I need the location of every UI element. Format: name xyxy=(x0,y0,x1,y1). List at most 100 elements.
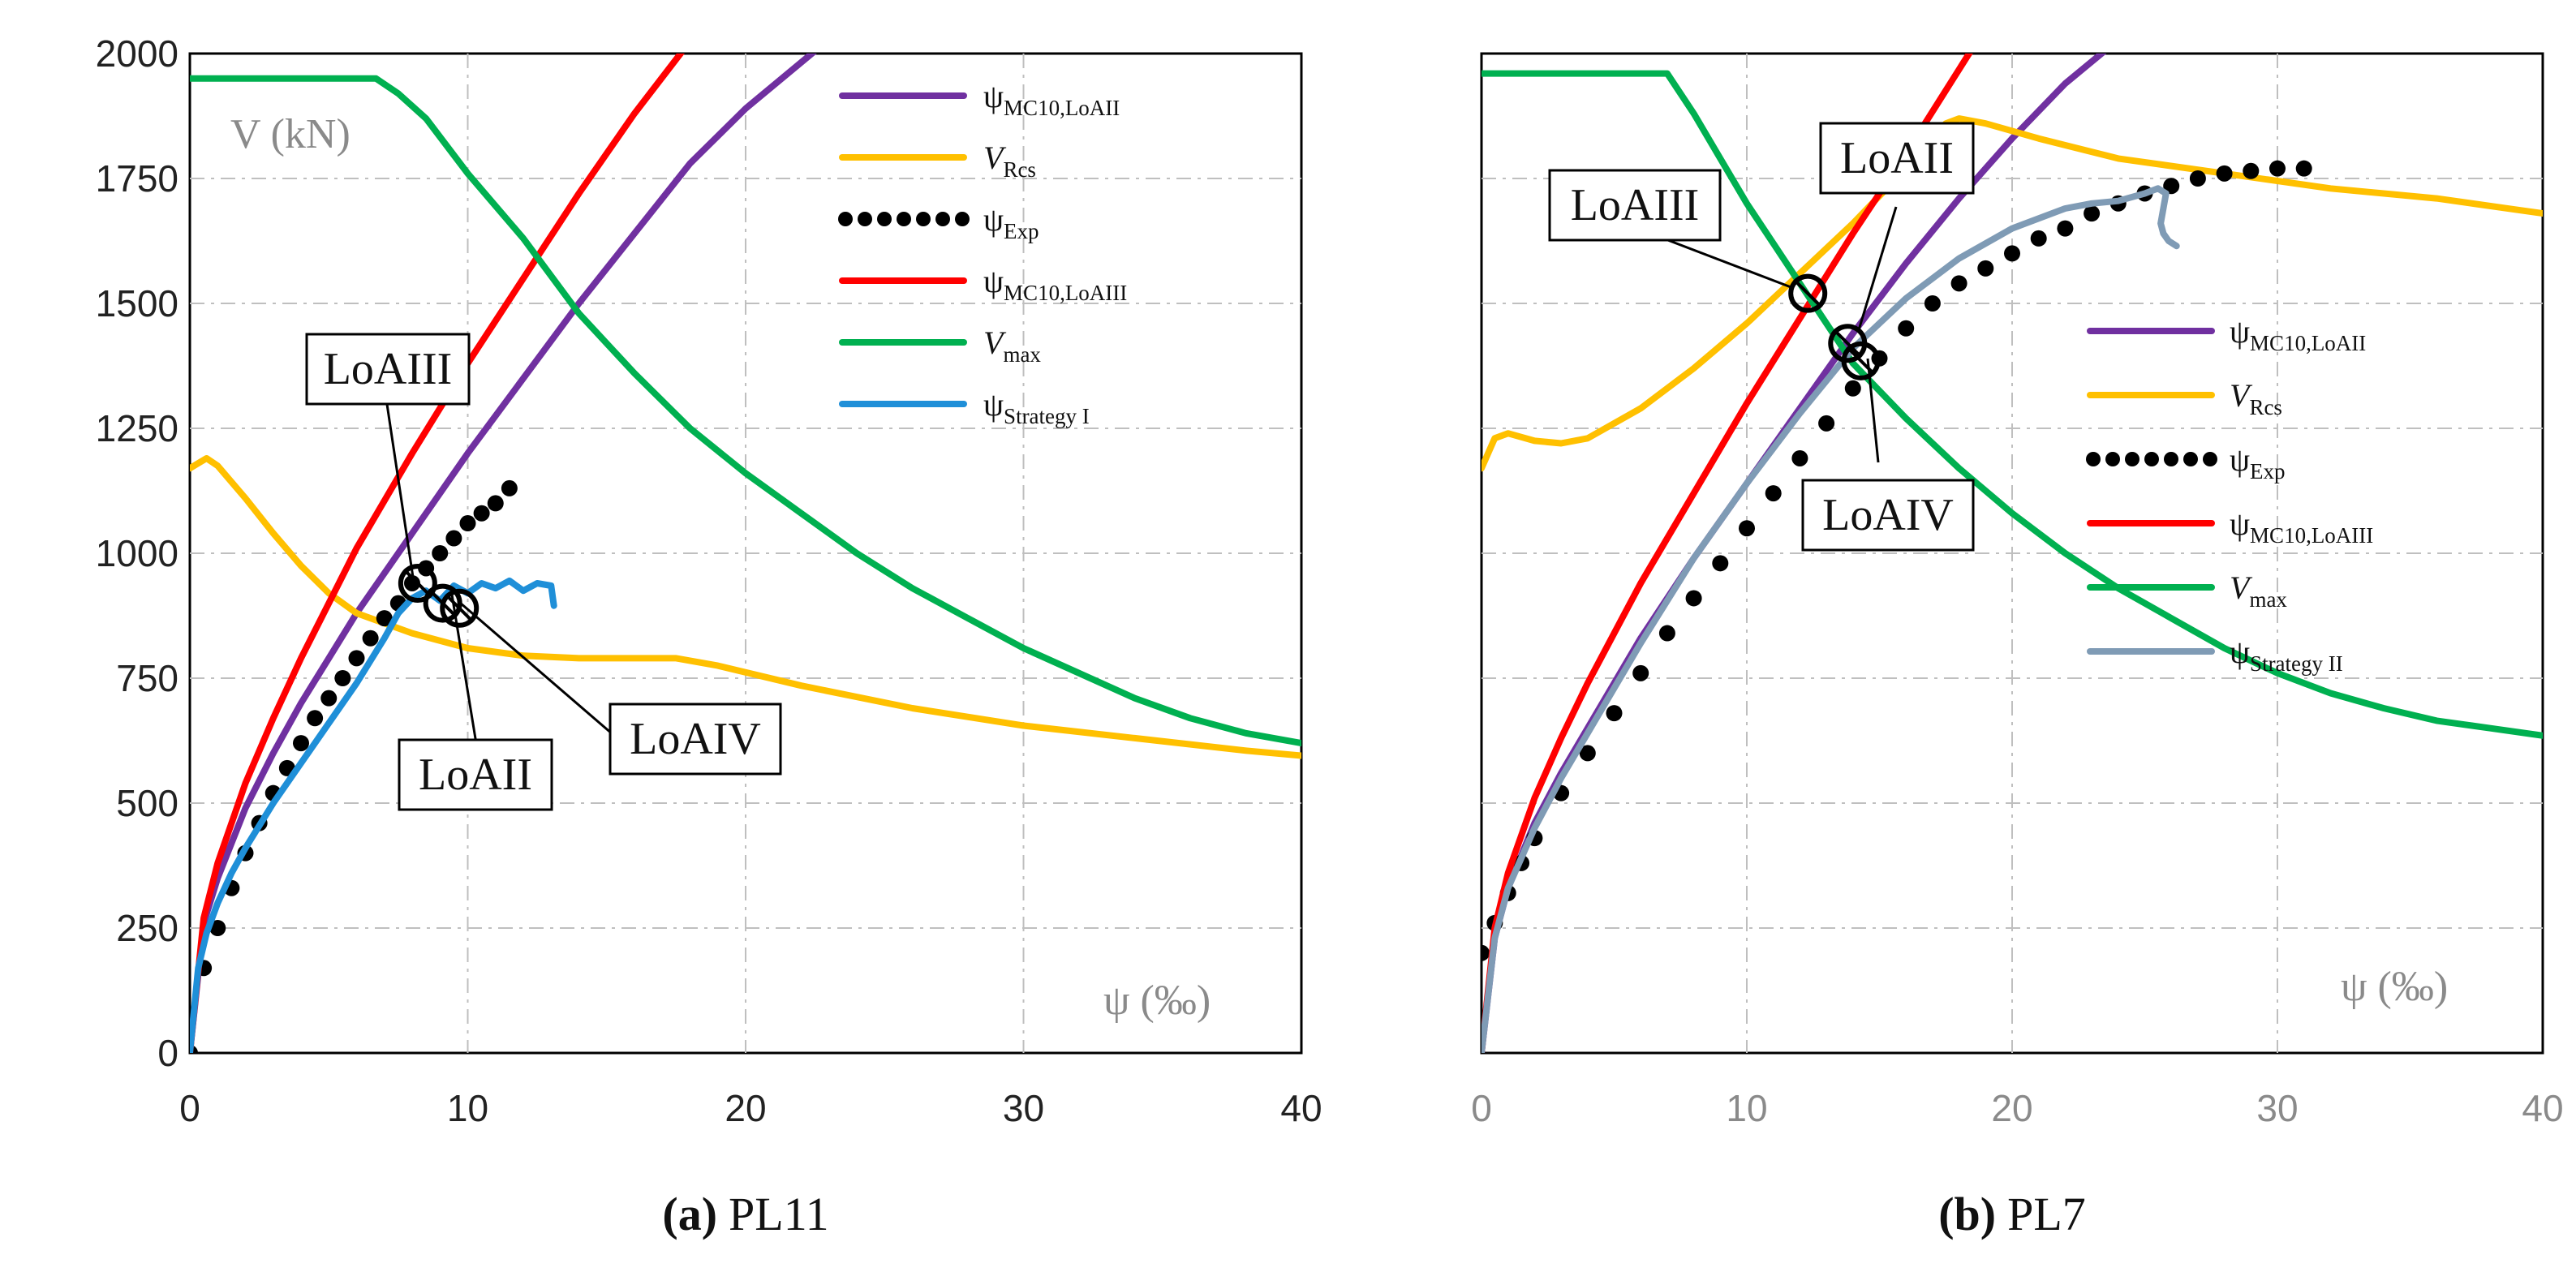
caption-name-b: PL7 xyxy=(2007,1188,2086,1240)
legend-label: ψMC10,LoAII xyxy=(2230,313,2366,355)
panel-a: 0 250 500 750 1000 1250 1500 1750 2000 0 10 20 30 40… xyxy=(96,32,1322,1240)
legend-label: ψMC10,LoAIII xyxy=(2230,505,2373,548)
legend-label: Vmax xyxy=(983,324,1041,367)
callout-label-loaiii-a: LoAIII xyxy=(324,344,453,394)
legend-label: ψMC10,LoAII xyxy=(983,78,1120,120)
data-point xyxy=(1791,449,1808,466)
marker-loaiv xyxy=(440,588,480,628)
caption-label-a: (a) xyxy=(662,1188,717,1240)
point-markers-a xyxy=(398,563,480,628)
legend-swatch-dot xyxy=(2144,452,2159,466)
marker-loaiii xyxy=(1788,273,1828,313)
y-axis-label-a: V (kN) xyxy=(230,111,350,157)
data-point xyxy=(307,710,324,727)
data-point xyxy=(1712,555,1729,572)
data-point xyxy=(334,670,351,686)
legend-item-mc10_loaiii: ψMC10,LoAIII xyxy=(2087,505,2373,548)
data-point xyxy=(487,495,504,512)
data-point xyxy=(1739,520,1755,537)
data-point xyxy=(2269,160,2286,177)
legend-label: ψStrategy II xyxy=(2230,634,2343,676)
data-point xyxy=(404,574,420,591)
callout-leader-loaii-a xyxy=(450,594,480,759)
data-point xyxy=(432,545,449,561)
grid-b xyxy=(1482,54,2543,1053)
grid-a xyxy=(190,54,1301,1053)
series-strategy2 xyxy=(1482,185,2180,1053)
legend-item-exp: ψExp xyxy=(838,201,1039,243)
callout-box-loaiii-b xyxy=(1548,169,1722,242)
x-tick-label: 40 xyxy=(1280,1087,1322,1129)
legend-b: ψMC10,LoAII VRcs ψExp ψMC10,LoAIII Vmax ψStra… xyxy=(2086,313,2373,676)
data-point xyxy=(2030,230,2047,247)
x-tick-label: 30 xyxy=(2256,1087,2298,1129)
caption-label-b: (b) xyxy=(1938,1188,1996,1240)
series-a xyxy=(190,54,1301,1053)
data-point xyxy=(2163,178,2180,195)
legend-item-mc10_loaii: ψMC10,LoAII xyxy=(2087,313,2366,355)
data-point xyxy=(209,920,226,936)
data-point xyxy=(376,610,393,627)
x-tick-label: 40 xyxy=(2522,1087,2563,1129)
legend-item-strategy1: ψStrategy I xyxy=(839,386,1090,428)
data-point xyxy=(1844,380,1861,397)
y-tick-label: 500 xyxy=(116,782,178,824)
x-ticks-a: 0 10 20 30 40 xyxy=(179,1087,1322,1129)
series-b xyxy=(1482,54,2543,1053)
data-point xyxy=(1950,275,1967,292)
y-ticks-a: 0 250 500 750 1000 1250 1500 1750 2000 xyxy=(96,32,178,1074)
callout-leader-loaiv-a xyxy=(459,601,613,736)
data-point xyxy=(445,530,462,547)
legend-label: VRcs xyxy=(983,140,1036,182)
callout-label-loaiv-a: LoAIV xyxy=(630,714,761,764)
caption-name-a: PL11 xyxy=(729,1188,829,1240)
data-point xyxy=(362,630,379,647)
legend-item-strategy2: ψStrategy II xyxy=(2087,634,2343,676)
data-point xyxy=(1482,944,1490,961)
x-tick-label: 30 xyxy=(1003,1087,1044,1129)
legend-item-mc10_loaiii: ψMC10,LoAIII xyxy=(839,263,1127,305)
legend-swatch-dot xyxy=(2164,452,2178,466)
data-point xyxy=(320,690,338,707)
callout-box-loaiii-a xyxy=(305,333,471,406)
callout-label-loaiii-b: LoAIII xyxy=(1571,180,1700,230)
y-tick-label: 250 xyxy=(116,907,178,949)
data-point xyxy=(2057,220,2074,237)
legend-item-mc10_loaii: ψMC10,LoAII xyxy=(839,78,1120,120)
x-tick-label: 0 xyxy=(1471,1087,1492,1129)
series-vrcs xyxy=(1482,115,2543,472)
legend-label: Vmax xyxy=(2230,569,2287,612)
callout-box-loaii-a xyxy=(398,738,553,811)
series-vrcs xyxy=(190,455,1301,759)
legend-swatch-dot xyxy=(2125,452,2139,466)
data-point xyxy=(2243,162,2260,179)
legend-label: VRcs xyxy=(2230,377,2282,419)
x-axis-label-a: ψ (‰) xyxy=(1103,978,1211,1024)
callout-box-loaii-b xyxy=(1819,122,1975,195)
legend-swatch-dot xyxy=(897,212,911,226)
y-tick-label: 1000 xyxy=(96,532,178,574)
data-point xyxy=(1924,295,1941,312)
data-point xyxy=(2004,245,2020,262)
callout-box-loaiv-a xyxy=(609,703,782,776)
x-tick-label: 20 xyxy=(725,1087,766,1129)
legend-item-vrcs: VRcs xyxy=(2087,377,2282,419)
callouts-a: LoAIII LoAII LoAIV xyxy=(305,333,782,811)
data-point xyxy=(1977,260,1994,277)
series-mc10_loaii xyxy=(190,54,817,1053)
marker-loaiv xyxy=(1841,341,1881,380)
legend-swatch-dot xyxy=(2203,452,2217,466)
point-markers-b xyxy=(1788,273,1881,380)
legend-swatch-dot xyxy=(935,212,950,226)
series-mc10_loaiii xyxy=(1482,54,1973,1053)
legend-swatch-dot xyxy=(838,212,853,226)
panel-b: 0 10 20 30 40 ψMC10,LoAIIVRcsψExpψMC10,LoAII… xyxy=(1471,52,2564,1240)
caption-b: (b) PL7 xyxy=(1938,1188,2086,1240)
x-tick-label: 10 xyxy=(1726,1087,1767,1129)
callout-leader-loaii-b xyxy=(1856,206,1898,333)
data-point xyxy=(473,505,490,522)
data-point xyxy=(1606,705,1623,722)
x-axis-label-b: ψ (‰) xyxy=(2341,964,2448,1010)
data-point xyxy=(1765,485,1782,502)
callout-label-loaiv-b: LoAIV xyxy=(1822,490,1954,540)
